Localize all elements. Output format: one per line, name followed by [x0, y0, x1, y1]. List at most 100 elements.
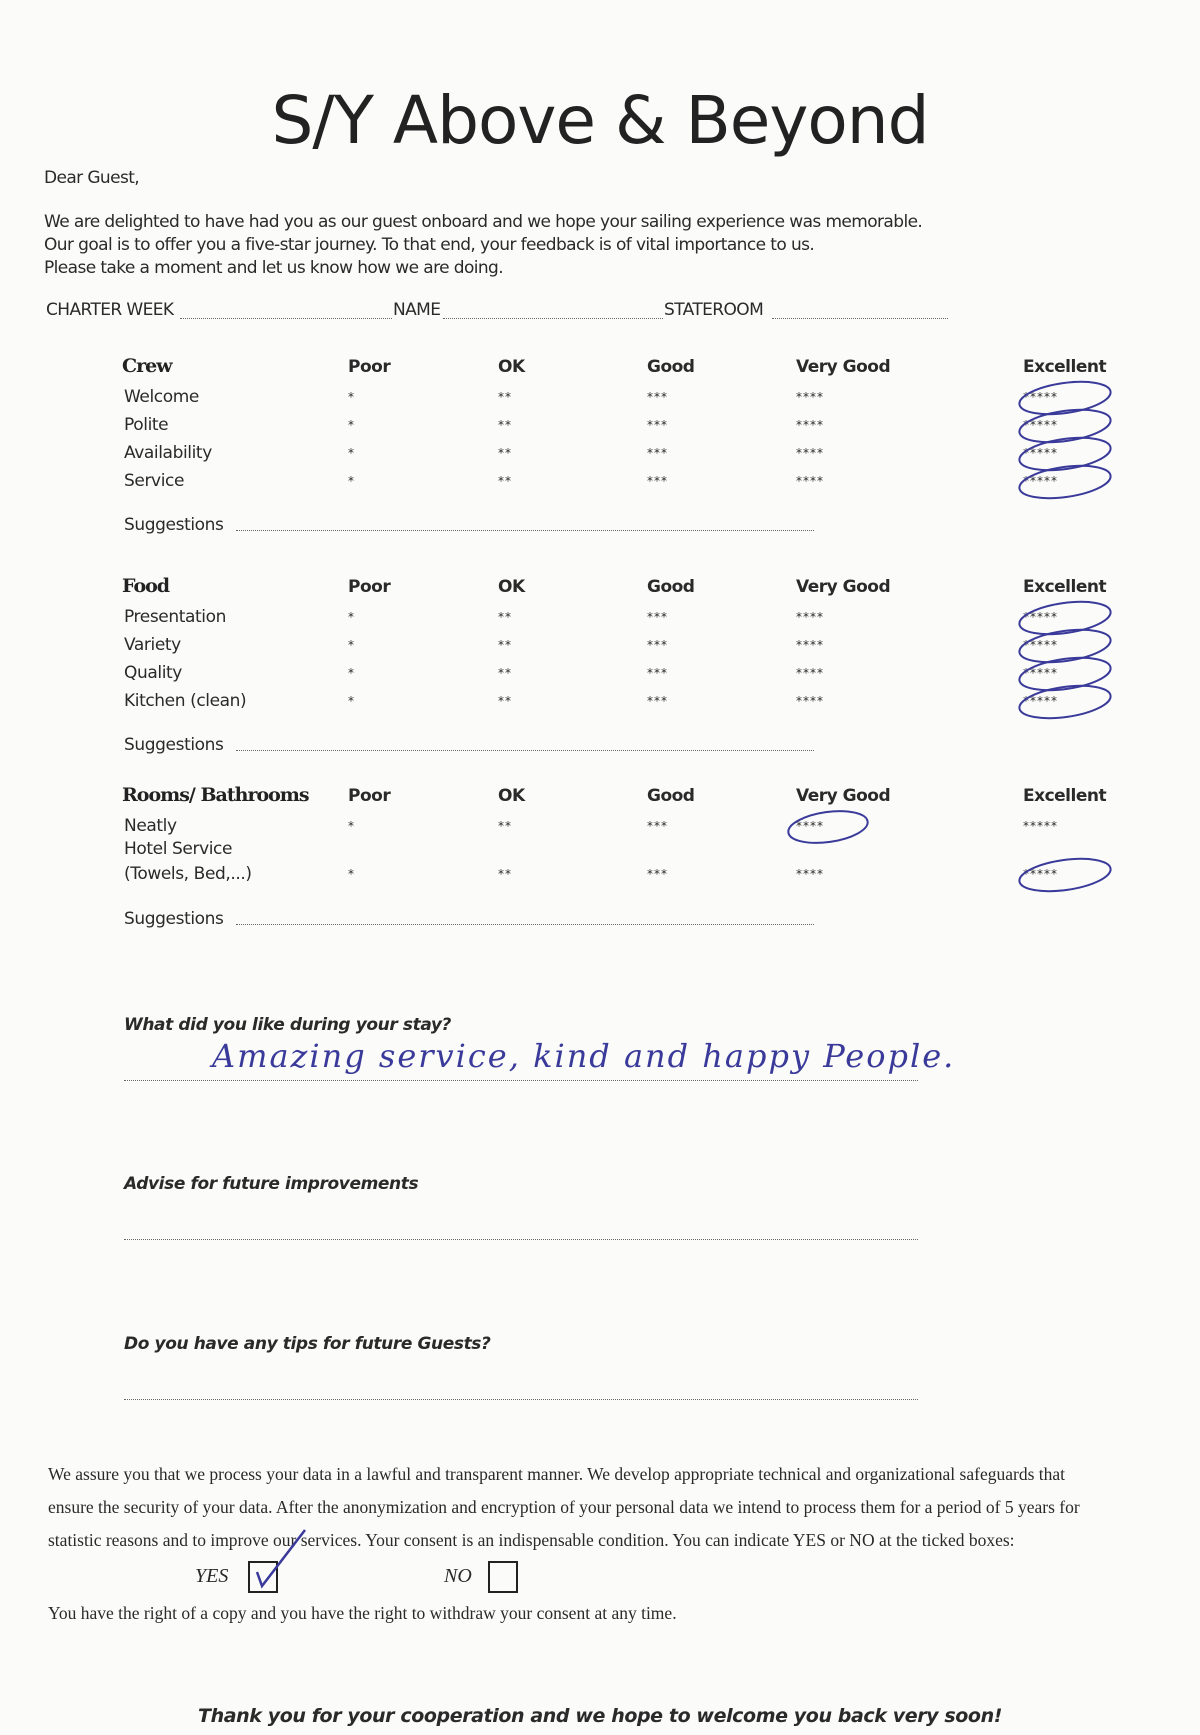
- column-header-poor: Poor: [348, 786, 391, 806]
- rating-label: Hotel Service: [124, 839, 233, 859]
- charter-week-field[interactable]: [180, 318, 392, 319]
- rating-option-4[interactable]: ****: [796, 867, 824, 881]
- column-header-excellent: Excellent: [1023, 577, 1107, 597]
- rating-option-5[interactable]: *****: [1023, 819, 1058, 833]
- rating-option-3[interactable]: ***: [647, 446, 668, 460]
- rating-option-2[interactable]: **: [498, 446, 512, 460]
- suggestions-field[interactable]: [236, 750, 814, 751]
- column-header-ok: OK: [498, 357, 525, 377]
- rating-label: Kitchen (clean): [124, 691, 247, 711]
- intro-line: Our goal is to offer you a five-star jou…: [44, 235, 815, 255]
- rating-option-2[interactable]: **: [498, 666, 512, 680]
- rating-option-1[interactable]: *: [348, 867, 355, 881]
- intro-line: Please take a moment and let us know how…: [44, 258, 504, 278]
- rating-option-3[interactable]: ***: [647, 694, 668, 708]
- privacy-line: ensure the security of your data. After …: [48, 1497, 1080, 1517]
- suggestions-label: Suggestions: [124, 735, 224, 755]
- suggestions-field[interactable]: [236, 530, 814, 531]
- greeting: Dear Guest,: [44, 168, 140, 188]
- rating-option-2[interactable]: **: [498, 638, 512, 652]
- rating-option-2[interactable]: **: [498, 418, 512, 432]
- rating-option-1[interactable]: *: [348, 446, 355, 460]
- rating-option-1[interactable]: *: [348, 390, 355, 404]
- rating-option-4[interactable]: ****: [796, 666, 824, 680]
- rating-option-3[interactable]: ***: [647, 666, 668, 680]
- rating-label: Service: [124, 471, 185, 491]
- column-header-very-good: Very Good: [796, 577, 891, 597]
- column-header-poor: Poor: [348, 577, 391, 597]
- rating-option-1[interactable]: *: [348, 638, 355, 652]
- column-header-good: Good: [647, 577, 695, 597]
- rating-option-1[interactable]: *: [348, 694, 355, 708]
- rating-label-sub: (Towels, Bed,...): [124, 864, 252, 884]
- rating-option-4[interactable]: ****: [796, 390, 824, 404]
- rating-option-5[interactable]: *****: [1023, 418, 1058, 432]
- rating-option-2[interactable]: **: [498, 694, 512, 708]
- rating-option-4[interactable]: ****: [796, 418, 824, 432]
- section-title: Rooms/ Bathrooms: [122, 784, 310, 806]
- rating-option-5[interactable]: *****: [1023, 446, 1058, 460]
- rating-label: Presentation: [124, 607, 226, 627]
- rating-option-1[interactable]: *: [348, 474, 355, 488]
- question-label: Advise for future improvements: [124, 1174, 419, 1194]
- rating-option-3[interactable]: ***: [647, 418, 668, 432]
- suggestions-label: Suggestions: [124, 909, 224, 929]
- column-header-ok: OK: [498, 577, 525, 597]
- rating-option-5[interactable]: *****: [1023, 694, 1058, 708]
- rating-option-2[interactable]: **: [498, 474, 512, 488]
- column-header-poor: Poor: [348, 357, 391, 377]
- stateroom-field[interactable]: [772, 318, 948, 319]
- yes-checkbox[interactable]: [248, 1561, 278, 1593]
- rating-option-4[interactable]: ****: [796, 694, 824, 708]
- rating-option-2[interactable]: **: [498, 867, 512, 881]
- intro-line: We are delighted to have had you as our …: [44, 212, 923, 232]
- rating-option-4[interactable]: ****: [796, 819, 824, 833]
- rating-option-1[interactable]: *: [348, 418, 355, 432]
- rating-option-3[interactable]: ***: [647, 867, 668, 881]
- rating-option-2[interactable]: **: [498, 610, 512, 624]
- rating-option-2[interactable]: **: [498, 819, 512, 833]
- rating-option-1[interactable]: *: [348, 819, 355, 833]
- rating-option-5[interactable]: *****: [1023, 610, 1058, 624]
- rating-option-3[interactable]: ***: [647, 610, 668, 624]
- answer-field[interactable]: [124, 1239, 918, 1240]
- rating-option-5[interactable]: *****: [1023, 474, 1058, 488]
- rating-option-4[interactable]: ****: [796, 474, 824, 488]
- column-header-excellent: Excellent: [1023, 357, 1107, 377]
- rating-option-4[interactable]: ****: [796, 610, 824, 624]
- rating-option-5[interactable]: *****: [1023, 638, 1058, 652]
- column-header-very-good: Very Good: [796, 357, 891, 377]
- privacy-line: statistic reasons and to improve our ser…: [48, 1530, 1015, 1550]
- name-field[interactable]: [443, 318, 663, 319]
- rating-option-3[interactable]: ***: [647, 474, 668, 488]
- no-label: NO: [444, 1565, 472, 1587]
- rating-option-5[interactable]: *****: [1023, 867, 1058, 881]
- rating-option-3[interactable]: ***: [647, 638, 668, 652]
- rating-label: Polite: [124, 415, 169, 435]
- rating-option-5[interactable]: *****: [1023, 390, 1058, 404]
- rating-option-5[interactable]: *****: [1023, 666, 1058, 680]
- privacy-line: We assure you that we process your data …: [48, 1464, 1065, 1484]
- rating-option-1[interactable]: *: [348, 666, 355, 680]
- rating-option-2[interactable]: **: [498, 390, 512, 404]
- column-header-good: Good: [647, 357, 695, 377]
- answer-field[interactable]: [124, 1080, 918, 1081]
- stateroom-label: STATEROOM: [664, 300, 764, 320]
- yes-label: YES: [195, 1565, 229, 1587]
- rating-option-3[interactable]: ***: [647, 390, 668, 404]
- rating-option-1[interactable]: *: [348, 610, 355, 624]
- no-checkbox[interactable]: [488, 1561, 518, 1593]
- rating-option-4[interactable]: ****: [796, 446, 824, 460]
- rights-text: You have the right of a copy and you hav…: [48, 1603, 677, 1623]
- page-title: S/Y Above & Beyond: [271, 82, 930, 159]
- section-title: Crew: [122, 355, 173, 377]
- closing-text: Thank you for your cooperation and we ho…: [198, 1705, 1002, 1727]
- suggestions-field[interactable]: [236, 924, 814, 925]
- rating-label: Quality: [124, 663, 182, 683]
- column-header-very-good: Very Good: [796, 786, 891, 806]
- answer-field[interactable]: [124, 1399, 918, 1400]
- rating-option-4[interactable]: ****: [796, 638, 824, 652]
- rating-label: Welcome: [124, 387, 199, 407]
- rating-label: Availability: [124, 443, 212, 463]
- rating-option-3[interactable]: ***: [647, 819, 668, 833]
